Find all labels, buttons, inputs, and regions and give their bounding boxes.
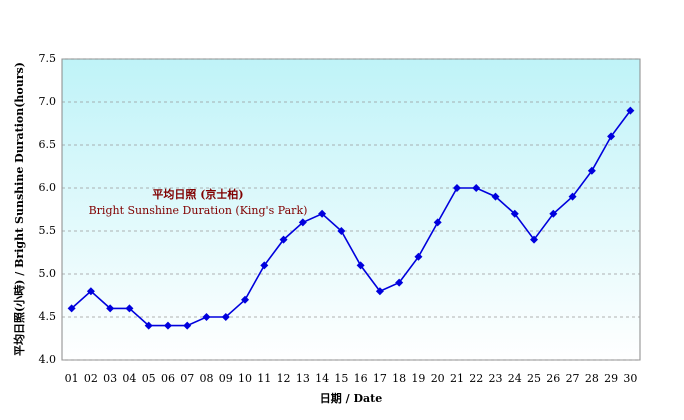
- x-tick-label: 10: [238, 372, 252, 385]
- data-point: [375, 287, 384, 296]
- data-point: [163, 321, 172, 330]
- x-tick-label: 26: [546, 372, 560, 385]
- x-tick-label: 22: [469, 372, 483, 385]
- data-point: [414, 252, 423, 261]
- x-tick-label: 18: [392, 372, 406, 385]
- x-tick-label: 29: [604, 372, 618, 385]
- x-tick-label: 06: [161, 372, 175, 385]
- y-tick-label: 5.0: [39, 267, 57, 280]
- data-point: [433, 218, 442, 227]
- annotation: 平均日照 (京士柏): [152, 187, 243, 201]
- data-point: [607, 132, 616, 141]
- x-tick-label: 14: [315, 372, 329, 385]
- x-axis-label: 日期 / Date: [320, 391, 382, 405]
- y-tick-label: 4.5: [39, 310, 57, 323]
- x-tick-label: 21: [450, 372, 464, 385]
- y-axis-label: 平均日照(小時) / Bright Sunshine Duration(hour…: [12, 62, 26, 356]
- data-point: [318, 209, 327, 218]
- x-tick-label: 27: [566, 372, 580, 385]
- x-tick-label: 02: [84, 372, 98, 385]
- data-point: [472, 184, 481, 192]
- data-point: [337, 227, 346, 235]
- data-point: [106, 304, 115, 313]
- data-point: [491, 192, 500, 201]
- x-tick-label: 12: [277, 372, 291, 385]
- plot-area: [61, 58, 641, 361]
- x-tick-label: 23: [489, 372, 503, 385]
- annotation: Bright Sunshine Duration (King's Park): [89, 204, 308, 217]
- data-point: [549, 209, 558, 218]
- data-point: [125, 304, 134, 313]
- y-tick-label: 6.5: [39, 138, 57, 151]
- x-tick-label: 04: [122, 372, 136, 385]
- x-tick-label: 03: [103, 372, 117, 385]
- x-tick-label: 01: [65, 372, 79, 385]
- data-point: [183, 321, 192, 330]
- x-tick-label: 19: [411, 372, 425, 385]
- y-tick-label: 5.5: [39, 224, 57, 237]
- x-tick-label: 16: [354, 372, 368, 385]
- data-point: [510, 209, 519, 218]
- data-point: [67, 304, 76, 313]
- data-point: [279, 235, 288, 244]
- data-point: [356, 261, 365, 270]
- x-tick-label: 25: [527, 372, 541, 385]
- data-point: [241, 295, 250, 304]
- data-point: [395, 278, 404, 287]
- data-point: [144, 321, 153, 330]
- x-tick-label: 30: [623, 372, 637, 385]
- data-point: [587, 166, 596, 175]
- x-tick-label: 13: [296, 372, 310, 385]
- data-point: [86, 287, 95, 296]
- x-tick-label: 15: [334, 372, 348, 385]
- data-point: [568, 192, 577, 201]
- data-point: [298, 218, 307, 227]
- data-point: [626, 106, 635, 115]
- x-tick-label: 09: [219, 372, 233, 385]
- x-tick-label: 05: [142, 372, 156, 385]
- x-tick-label: 28: [585, 372, 599, 385]
- data-point: [221, 313, 230, 321]
- data-point: [452, 184, 461, 192]
- x-tick-label: 20: [431, 372, 445, 385]
- data-point: [260, 261, 269, 270]
- x-tick-label: 07: [180, 372, 194, 385]
- x-tick-label: 17: [373, 372, 387, 385]
- y-tick-label: 4.0: [39, 353, 57, 366]
- data-point: [530, 235, 539, 244]
- y-tick-label: 7.0: [39, 95, 57, 108]
- x-tick-label: 08: [200, 372, 214, 385]
- y-tick-label: 7.5: [39, 52, 57, 65]
- y-tick-label: 6.0: [39, 181, 57, 194]
- data-point: [202, 313, 211, 321]
- x-tick-label: 11: [257, 372, 271, 385]
- x-tick-label: 24: [508, 372, 522, 385]
